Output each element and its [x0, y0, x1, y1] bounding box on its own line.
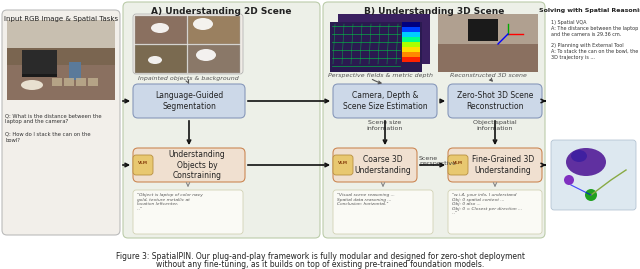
FancyBboxPatch shape — [2, 10, 120, 235]
Bar — [22, 74, 57, 77]
Bar — [468, 19, 498, 41]
Text: Language-Guided
Segmentation: Language-Guided Segmentation — [155, 91, 223, 111]
Ellipse shape — [571, 150, 587, 162]
Bar — [438, 14, 538, 72]
Text: Solving with Spatial Reasoning: Solving with Spatial Reasoning — [539, 8, 640, 13]
Bar — [69, 62, 81, 80]
Bar — [402, 57, 420, 62]
Ellipse shape — [193, 18, 213, 30]
Bar — [188, 45, 240, 73]
Ellipse shape — [21, 80, 43, 90]
Text: Inpainted objects & background: Inpainted objects & background — [138, 76, 238, 81]
Text: Scene size
information: Scene size information — [367, 120, 403, 131]
Text: Scene
perspective: Scene perspective — [419, 155, 456, 167]
Bar — [402, 27, 420, 32]
Text: VLM: VLM — [138, 161, 148, 165]
Ellipse shape — [148, 56, 162, 64]
Bar — [88, 78, 98, 86]
Bar — [330, 22, 422, 72]
FancyBboxPatch shape — [133, 84, 245, 118]
Text: "Object is laptop of color navy
gold, texture metallic at
location leftcenter,
.: "Object is laptop of color navy gold, te… — [137, 193, 203, 211]
Text: Q: How do I stack the can on the
bowl?: Q: How do I stack the can on the bowl? — [5, 132, 91, 143]
Bar — [402, 42, 420, 47]
Text: B) Understanding 3D Scene: B) Understanding 3D Scene — [364, 7, 504, 16]
FancyBboxPatch shape — [448, 148, 542, 182]
FancyBboxPatch shape — [333, 190, 433, 234]
FancyBboxPatch shape — [551, 140, 636, 210]
Bar — [402, 47, 420, 52]
Text: Figure 3: SpatialPIN. Our plug-and-play framework is fully modular and designed : Figure 3: SpatialPIN. Our plug-and-play … — [115, 252, 525, 261]
Text: Perspective fields & metric depth: Perspective fields & metric depth — [328, 73, 433, 78]
Circle shape — [585, 189, 597, 201]
Ellipse shape — [566, 148, 606, 176]
Circle shape — [564, 175, 574, 185]
FancyBboxPatch shape — [333, 155, 353, 175]
Text: VLM: VLM — [338, 161, 348, 165]
FancyBboxPatch shape — [133, 148, 245, 182]
Bar — [7, 20, 115, 100]
Bar — [188, 16, 240, 44]
Text: 1) Spatial VQA
A: The distance between the laptop
and the camera is 29.36 cm.

2: 1) Spatial VQA A: The distance between t… — [551, 20, 638, 60]
FancyBboxPatch shape — [133, 190, 243, 234]
Text: "Visual scene reasoning ...
Spatial data reasoning ...
Conclusion: horizontal.": "Visual scene reasoning ... Spatial data… — [337, 193, 395, 206]
Text: Q: What is the distance between the
laptop and the camera?: Q: What is the distance between the lapt… — [5, 113, 102, 124]
Bar — [402, 37, 420, 42]
Ellipse shape — [151, 23, 169, 33]
FancyBboxPatch shape — [448, 84, 542, 118]
Bar — [438, 14, 538, 44]
Text: Fine-Grained 3D
Understanding: Fine-Grained 3D Understanding — [472, 155, 534, 175]
Bar — [64, 78, 74, 86]
FancyBboxPatch shape — [448, 155, 468, 175]
Text: Understanding
Objects by
Constraining: Understanding Objects by Constraining — [168, 150, 225, 180]
Bar — [22, 50, 57, 75]
FancyBboxPatch shape — [333, 148, 417, 182]
Bar — [7, 20, 115, 48]
Text: Zero-Shot 3D Scene
Reconstruction: Zero-Shot 3D Scene Reconstruction — [457, 91, 533, 111]
Text: without any fine-tuning, as it builds on top of existing pre-trained foundation : without any fine-tuning, as it builds on… — [156, 260, 484, 269]
Bar — [76, 78, 86, 86]
FancyBboxPatch shape — [333, 84, 437, 118]
Text: A) Understanding 2D Scene: A) Understanding 2D Scene — [151, 7, 292, 16]
Text: Camera, Depth &
Scene Size Estimation: Camera, Depth & Scene Size Estimation — [342, 91, 428, 111]
FancyBboxPatch shape — [323, 2, 545, 238]
Bar — [402, 22, 420, 27]
Bar — [402, 52, 420, 57]
Bar — [7, 65, 115, 100]
Bar — [52, 78, 62, 86]
FancyBboxPatch shape — [123, 2, 320, 238]
Bar — [338, 14, 430, 64]
Bar — [402, 32, 420, 37]
Text: VLM: VLM — [453, 161, 463, 165]
Text: "w.i.4, your info, I understand
Obj: 0 spatial context ...
Obj: 0 also ...
Obj: : "w.i.4, your info, I understand Obj: 0 s… — [452, 193, 522, 215]
Bar — [135, 45, 187, 73]
Ellipse shape — [196, 49, 216, 61]
Text: Object spatial
information: Object spatial information — [473, 120, 517, 131]
Text: Coarse 3D
Understanding: Coarse 3D Understanding — [355, 155, 412, 175]
FancyBboxPatch shape — [133, 155, 153, 175]
FancyBboxPatch shape — [448, 190, 542, 234]
Text: Reconstructed 3D scene: Reconstructed 3D scene — [449, 73, 527, 78]
Text: Input RGB Image & Spatial Tasks: Input RGB Image & Spatial Tasks — [4, 16, 118, 22]
FancyBboxPatch shape — [133, 14, 243, 74]
Bar — [135, 16, 187, 44]
